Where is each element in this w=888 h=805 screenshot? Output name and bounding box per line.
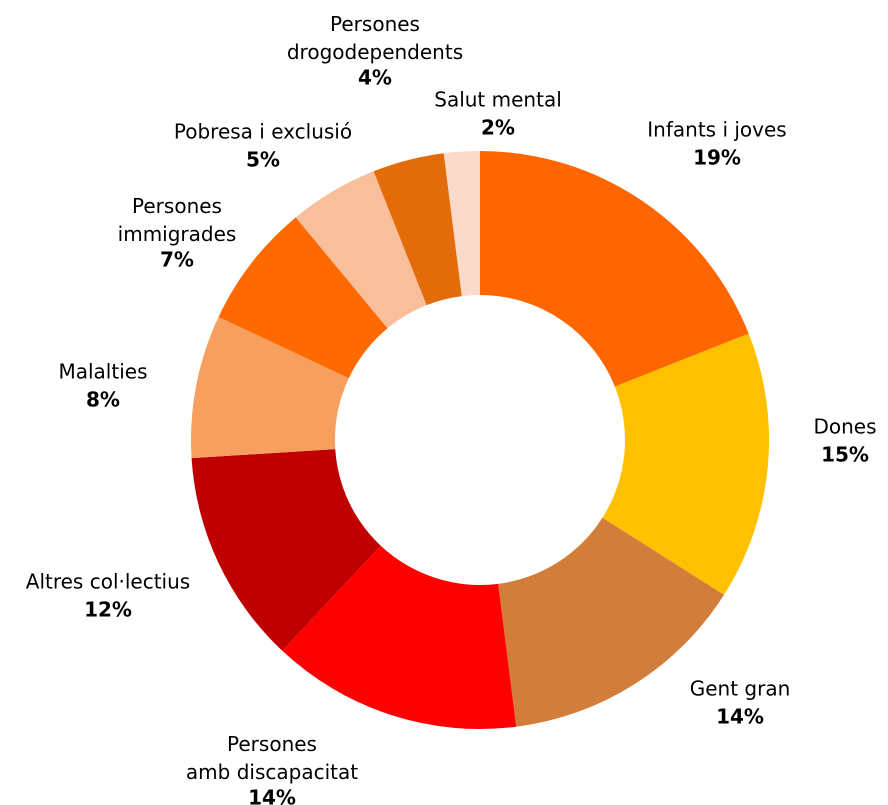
slice-label: Persones amb discapacitat — [186, 732, 358, 784]
donut-slice — [282, 545, 517, 729]
donut-slice — [443, 151, 480, 297]
slice-value-label: 7% — [160, 248, 194, 272]
slice-value-label: 2% — [481, 116, 515, 140]
slice-label: Infants i joves — [647, 118, 786, 142]
slice-value-label: 4% — [358, 66, 392, 90]
slice-value-label: 19% — [693, 146, 741, 170]
slice-value-label: 14% — [716, 705, 764, 729]
donut-slice — [602, 333, 769, 595]
slice-value-label: 14% — [248, 786, 296, 805]
donut-slice — [480, 151, 749, 387]
slice-value-label: 5% — [246, 148, 280, 172]
slice-label: Pobresa i exclusió — [174, 120, 352, 144]
donut-slice — [218, 217, 388, 379]
slice-label: Gent gran — [690, 677, 791, 701]
donut-slice — [295, 171, 427, 329]
donut-slice — [191, 316, 349, 459]
slice-label: Malalties — [58, 360, 147, 384]
slice-label: Persones drogodependents — [287, 12, 463, 64]
slice-label: Dones — [813, 415, 876, 439]
slice-value-label: 15% — [821, 443, 869, 467]
donut-slice — [498, 517, 725, 727]
slice-value-label: 12% — [84, 598, 132, 622]
slice-value-label: 8% — [86, 388, 120, 412]
donut-slice — [191, 449, 381, 651]
slice-label: Persones immigrades — [118, 194, 237, 246]
slice-label: Altres col·lectius — [26, 570, 190, 594]
donut-slice — [373, 153, 462, 306]
slice-label: Salut mental — [434, 88, 562, 112]
